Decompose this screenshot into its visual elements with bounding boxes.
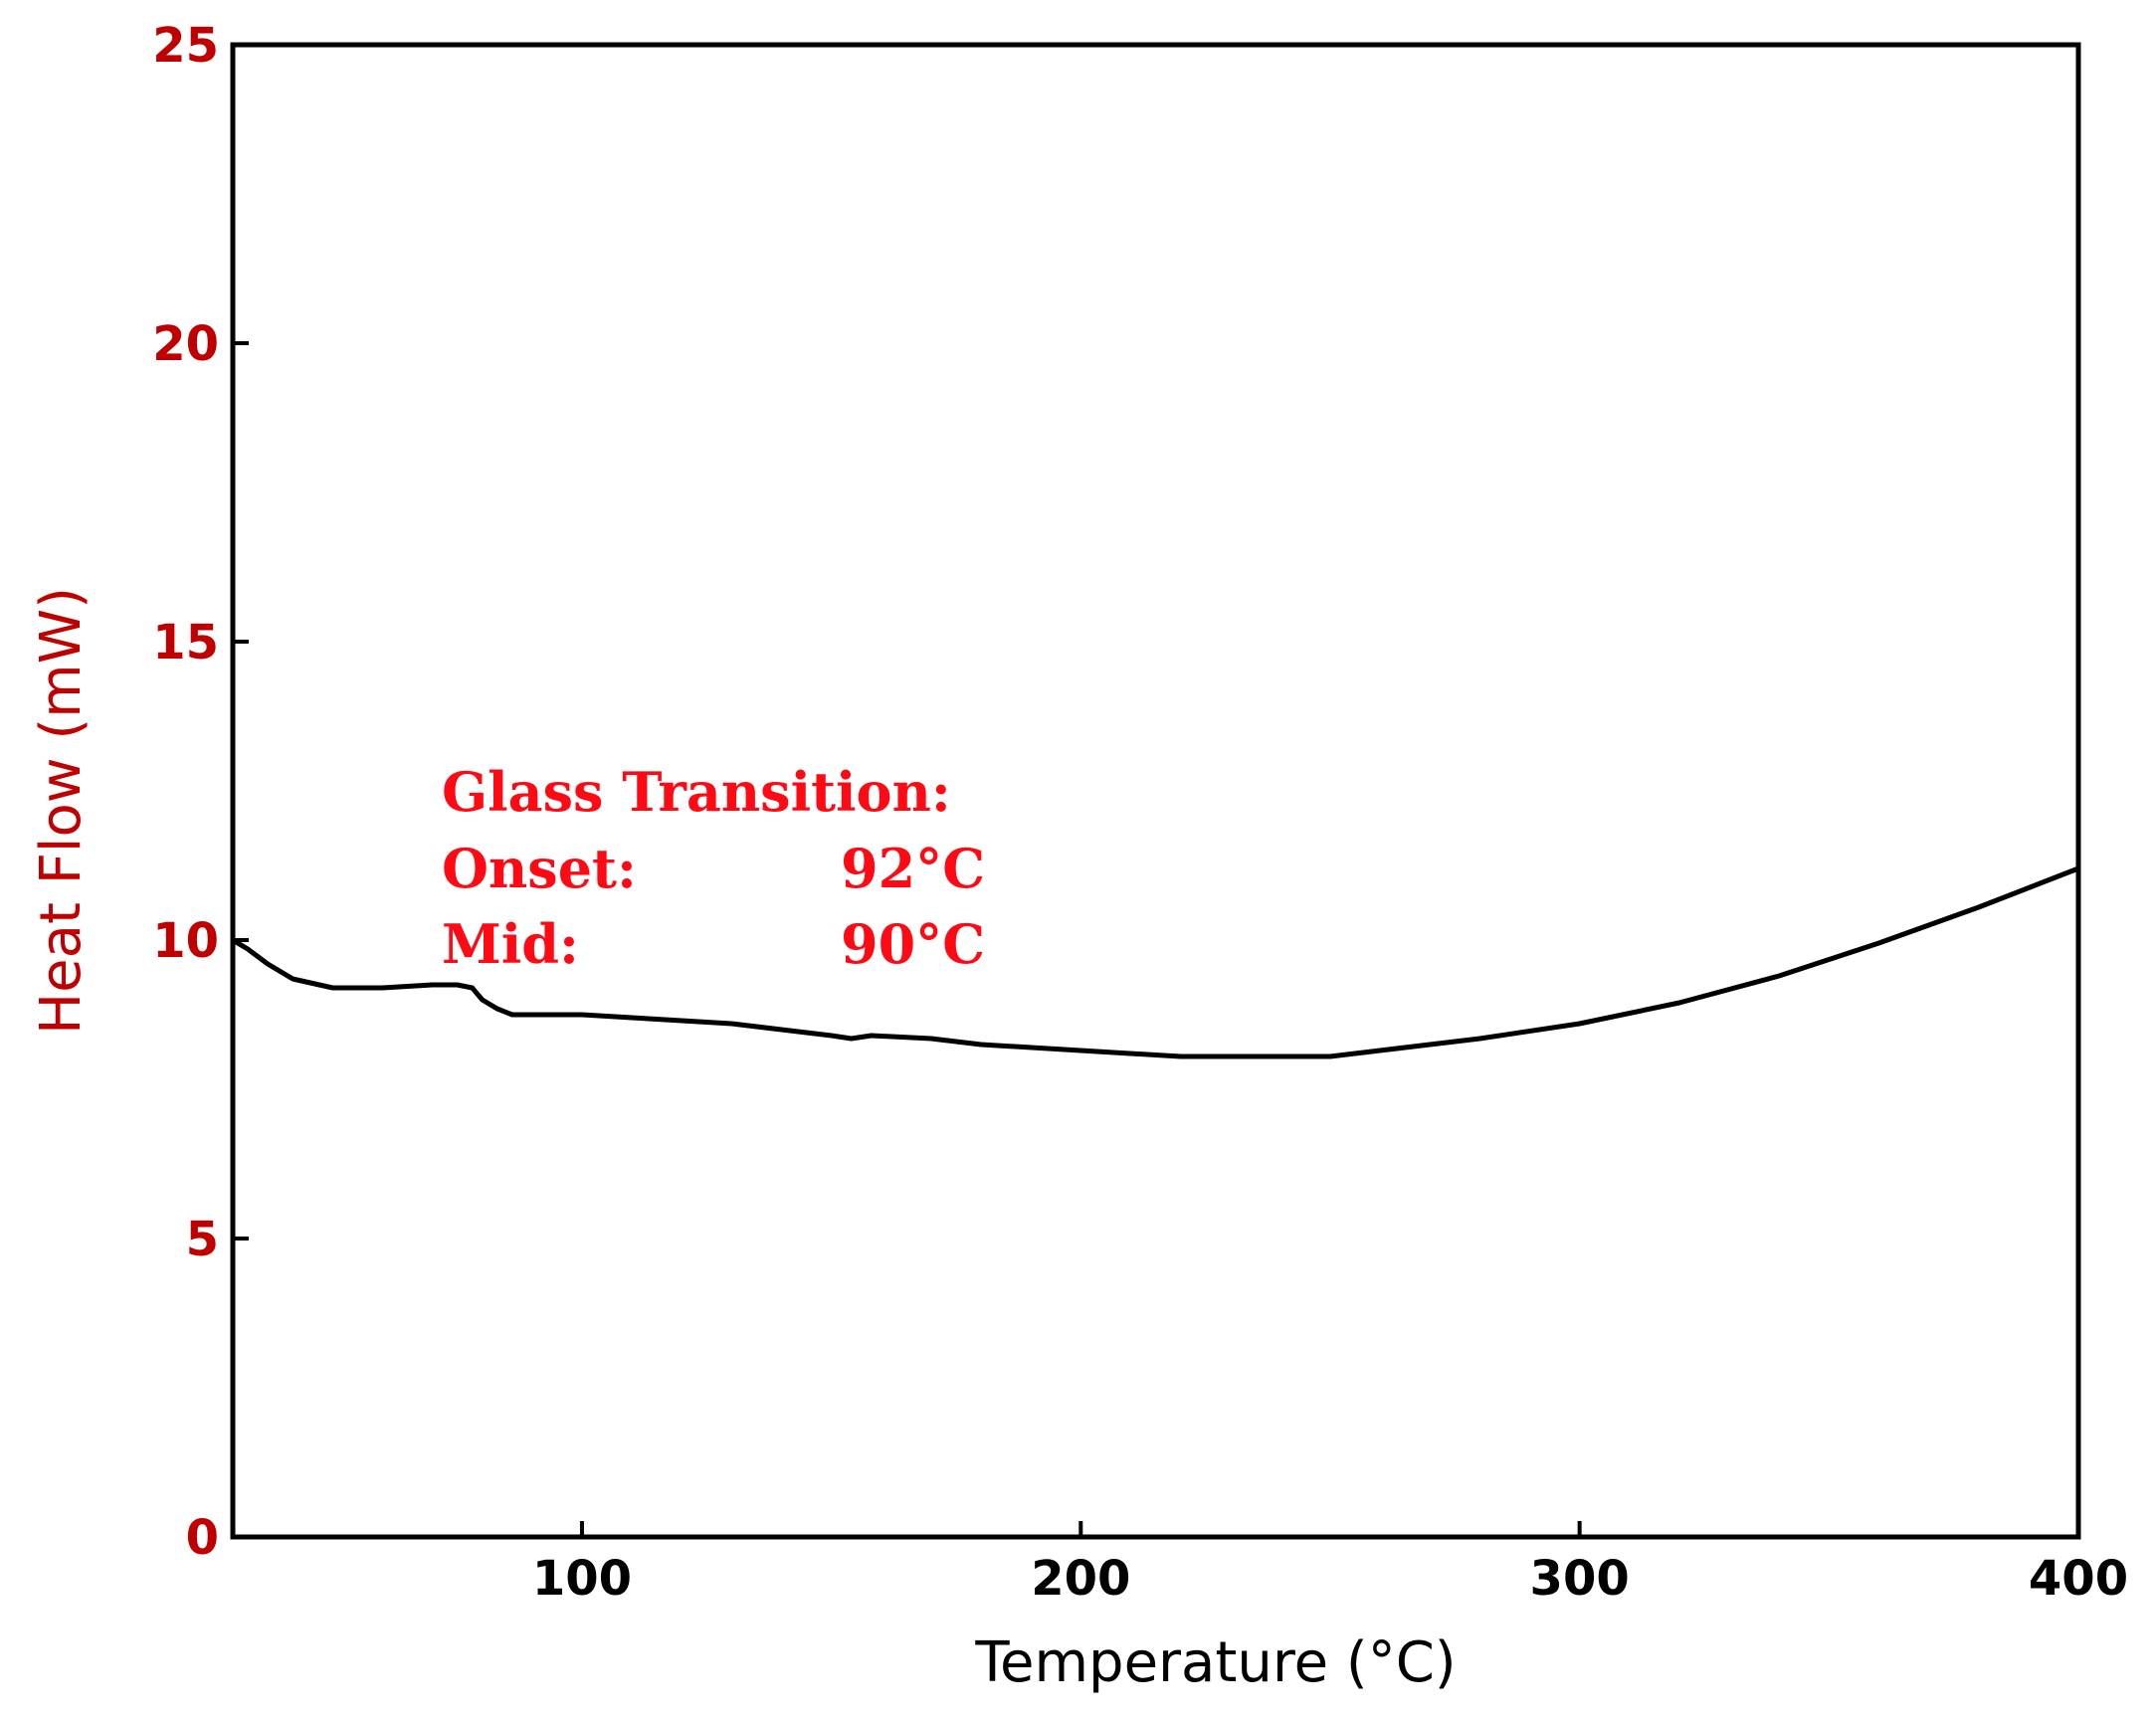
annotation-onset-value: 92°C (841, 837, 985, 900)
y-tick-label: 10 (152, 913, 219, 969)
x-tick-label: 400 (2029, 1551, 2128, 1607)
annotation-heading: Glass Transition: (442, 760, 951, 824)
glass-transition-annotation: Glass Transition: Onset: 92°C Mid: 90°C (442, 760, 985, 976)
y-axis-ticks: 0 5 10 15 20 25 (152, 18, 249, 1566)
x-axis-label: Temperature (°C) (974, 1630, 1456, 1695)
x-axis-ticks: 100 200 300 400 (532, 1521, 2128, 1607)
annotation-mid-label: Mid: (442, 912, 579, 976)
y-axis-label: Heat Flow (mW) (29, 587, 94, 1035)
y-tick-label: 20 (152, 316, 219, 372)
x-tick-label: 300 (1530, 1551, 1630, 1607)
y-tick-label: 25 (152, 18, 219, 74)
annotation-mid-value: 90°C (841, 912, 985, 976)
x-tick-label: 200 (1031, 1551, 1130, 1607)
y-tick-label: 5 (186, 1212, 219, 1267)
heat-flow-line (230, 865, 2081, 1059)
y-tick-label: 15 (152, 615, 219, 670)
y-tick-label: 0 (186, 1510, 219, 1566)
x-tick-label: 100 (532, 1551, 632, 1607)
annotation-onset-label: Onset: (442, 837, 637, 900)
plot-frame (230, 42, 2081, 1540)
